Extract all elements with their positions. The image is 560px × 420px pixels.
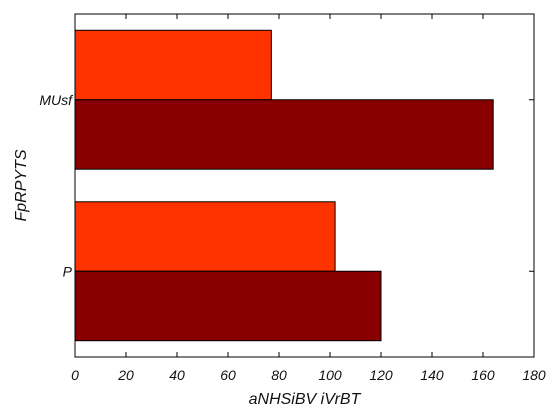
- x-tick-label: 80: [271, 367, 287, 383]
- x-tick-label: 160: [471, 367, 495, 383]
- bar-MUsf-2: [74, 99, 494, 170]
- plot-frame: [74, 13, 535, 358]
- x-tick-label: 20: [117, 367, 134, 383]
- x-tick-label: 100: [318, 367, 342, 383]
- bar-P-2: [74, 270, 382, 342]
- x-axis-label: aNHSiBV iVrBT: [249, 391, 362, 408]
- ticks-group: P MUsf 0 20 40 60 80 100 120 140 160 180: [39, 14, 546, 383]
- y-tick-label: MUsf: [39, 92, 74, 108]
- x-tick-label: 0: [71, 367, 79, 383]
- x-tick-label: 60: [220, 367, 236, 383]
- x-tick-label: 140: [420, 367, 444, 383]
- x-tick-label: 40: [169, 367, 185, 383]
- y-axis-label: FpRPYTS: [13, 149, 30, 221]
- bar-MUsf-1: [74, 29, 272, 101]
- x-tick-label: 120: [369, 367, 393, 383]
- x-tick-label: 180: [522, 367, 546, 383]
- bar-P-1: [74, 201, 336, 272]
- bars-group: [74, 29, 494, 342]
- y-tick-label: P: [63, 263, 73, 279]
